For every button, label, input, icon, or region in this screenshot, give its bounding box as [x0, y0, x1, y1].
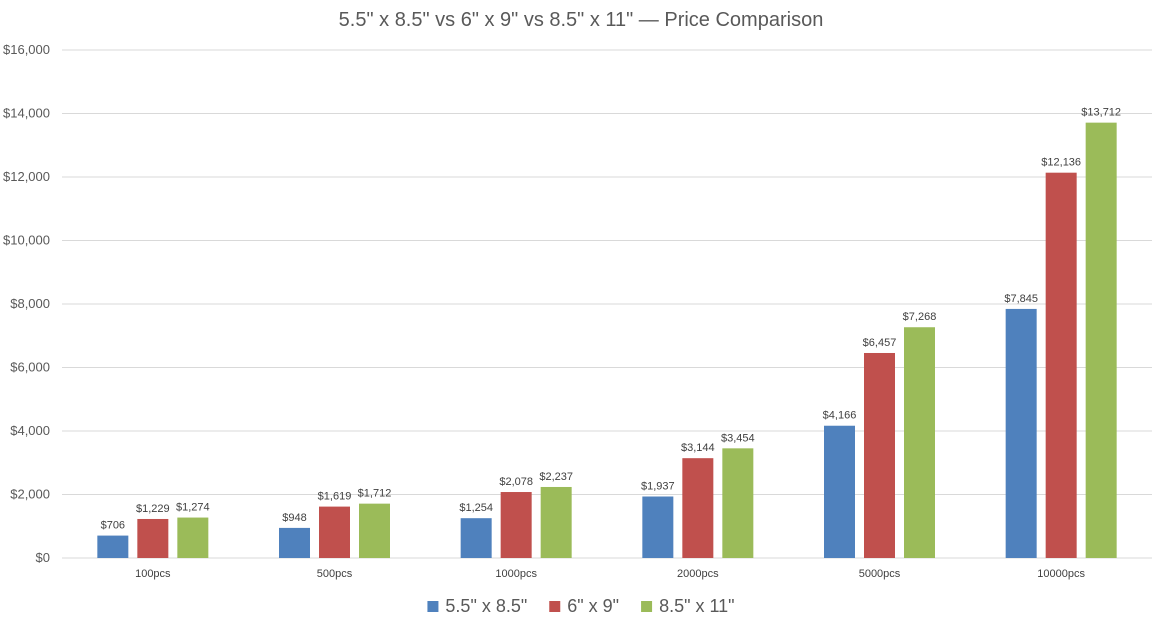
legend-label: 8.5" x 11" [659, 596, 735, 616]
data-label: $2,237 [539, 471, 573, 483]
bar [1005, 308, 1037, 558]
bar [97, 535, 129, 558]
y-tick-label: $8,000 [10, 296, 50, 311]
bar [137, 518, 169, 558]
x-tick-label: 500pcs [317, 568, 353, 580]
data-label: $12,136 [1041, 157, 1081, 169]
data-labels: $706 $1,229 $1,274 $948 $1,619 $1,712 $1,254 $2… [101, 107, 1121, 532]
bar [904, 327, 935, 558]
legend-item: 8.5" x 11" [641, 596, 735, 616]
bar [722, 448, 754, 558]
y-tick-label: $10,000 [3, 233, 50, 248]
y-tick-label: $6,000 [10, 360, 50, 375]
data-label: $3,144 [681, 442, 715, 454]
bar [1085, 122, 1117, 559]
bar [279, 527, 310, 558]
data-label: $948 [282, 512, 306, 524]
x-tick-label: 100pcs [135, 568, 171, 580]
data-label: $1,937 [641, 481, 675, 493]
gridlines [62, 49, 1152, 559]
legend: 5.5" x 8.5" 6" x 9" 8.5" x 11" [427, 596, 735, 616]
legend-swatch [641, 601, 653, 612]
bar [824, 425, 855, 558]
legend-item: 6" x 9" [549, 596, 619, 616]
data-label: $1,619 [318, 491, 352, 503]
bar [177, 517, 209, 558]
y-tick-label: $4,000 [10, 423, 50, 438]
data-label: $7,268 [903, 311, 937, 323]
data-label: $4,166 [823, 410, 857, 422]
y-tick-label: $12,000 [3, 169, 50, 184]
bar [1045, 172, 1077, 558]
data-label: $6,457 [863, 337, 897, 349]
data-label: $2,078 [499, 476, 533, 488]
y-tick-label: $16,000 [3, 42, 50, 57]
legend-swatch [549, 601, 561, 612]
x-tick-label: 10000pcs [1037, 568, 1085, 580]
bar [460, 518, 492, 558]
bar [540, 486, 572, 558]
y-tick-label: $14,000 [3, 106, 50, 121]
bar [500, 492, 532, 558]
bar [864, 352, 895, 558]
y-axis: $0 $2,000 $4,000 $6,000 $8,000 $10,000 $12,000… [3, 42, 50, 565]
x-axis: 100pcs 500pcs 1000pcs 2000pcs 5000pcs 10000pc… [135, 568, 1085, 580]
x-tick-label: 2000pcs [677, 568, 719, 580]
data-label: $13,712 [1081, 107, 1121, 119]
bar [682, 458, 714, 558]
bar [359, 503, 390, 558]
legend-label: 5.5" x 8.5" [445, 596, 527, 616]
bar [319, 506, 350, 558]
x-tick-label: 5000pcs [859, 568, 901, 580]
data-label: $1,274 [176, 502, 210, 514]
y-tick-label: $0 [36, 550, 50, 565]
data-label: $3,454 [721, 432, 755, 444]
legend-item: 5.5" x 8.5" [427, 596, 527, 616]
data-label: $1,229 [136, 503, 170, 515]
chart-title: 5.5" x 8.5" vs 6" x 9" vs 8.5" x 11" — P… [339, 9, 824, 31]
legend-swatch [427, 601, 439, 612]
data-label: $1,712 [358, 488, 392, 500]
data-label: $706 [101, 520, 125, 532]
bars [97, 122, 1117, 559]
bar [642, 496, 674, 558]
x-tick-label: 1000pcs [495, 568, 537, 580]
data-label: $7,845 [1004, 293, 1038, 305]
data-label: $1,254 [459, 502, 493, 514]
legend-label: 6" x 9" [567, 596, 619, 616]
y-tick-label: $2,000 [10, 487, 50, 502]
